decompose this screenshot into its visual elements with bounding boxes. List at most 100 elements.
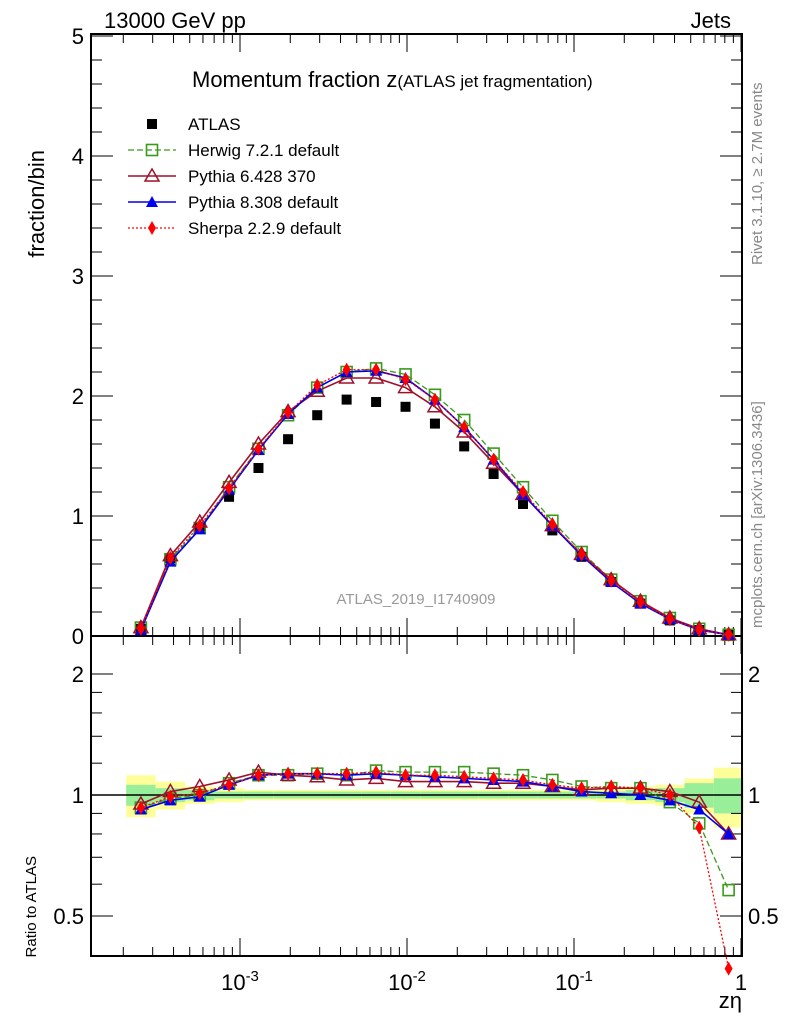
ratio-point-sherpa (460, 769, 469, 784)
legend-label-pythia8: Pythia 8.308 default (188, 193, 339, 212)
main-point-sherpa (254, 441, 263, 456)
ratio-point-sherpa (518, 772, 527, 787)
legend-marker-pythia8 (146, 196, 158, 207)
main-point-sherpa (460, 420, 469, 435)
main-point-atlas (371, 397, 382, 407)
main-point-atlas (517, 499, 528, 509)
x-tick-label: 10-3 (221, 968, 259, 995)
legend-marker-herwig (145, 143, 159, 157)
watermark: ATLAS_2019_I1740909 (336, 591, 495, 608)
main-series-sherpa (136, 362, 733, 642)
header-right: Jets (691, 8, 731, 33)
ratio-point-sherpa (724, 961, 733, 976)
ratio-point-sherpa (695, 820, 704, 835)
ratio-point-sherpa (136, 800, 145, 815)
ratio-y-tick-label-right: 1 (748, 783, 760, 808)
ratio-point-sherpa (607, 779, 616, 794)
ratio-line-sherpa (140, 771, 730, 969)
main-point-sherpa (284, 405, 293, 420)
main-point-sherpa (313, 378, 322, 393)
main-point-pythia6 (426, 398, 444, 413)
ratio-point-sherpa (430, 768, 439, 783)
main-point-atlas (312, 410, 323, 421)
x-axis-label: zη (719, 988, 742, 1013)
side-rivet: Rivet 3.1.10, ≥ 2.7M events (749, 83, 766, 266)
ratio-point-pythia8 (722, 827, 735, 839)
ratio-y-tick-label-left: 2 (72, 662, 84, 687)
ratio-y-tick-label-left: 1 (72, 783, 84, 808)
ratio-point-pythia6 (397, 773, 414, 788)
main-point-atlas (429, 418, 440, 429)
main-point-atlas (283, 434, 294, 445)
main-point-sherpa (136, 621, 145, 636)
main-point-sherpa (430, 392, 439, 407)
ratio-point-sherpa (577, 781, 586, 796)
ratio-point-sherpa (342, 766, 351, 781)
band-green (713, 778, 744, 814)
header-left: 13000 GeV pp (104, 8, 246, 33)
main-point-sherpa (695, 623, 704, 637)
x-tick-label: 1 (735, 970, 747, 995)
ratio-series-sherpa (136, 765, 733, 976)
ratio-point-sherpa (313, 766, 322, 781)
ratio-point-sherpa (372, 765, 381, 780)
ratio-point-sherpa (548, 777, 557, 792)
legend-label-herwig: Herwig 7.2.1 default (188, 141, 339, 160)
main-point-atlas (488, 469, 499, 479)
chart-title: Momentum fraction z(ATLAS jet fragmentat… (192, 67, 593, 92)
main-point-pythia6 (397, 379, 414, 394)
main-point-sherpa (518, 485, 527, 499)
ratio-y-tick-label-left: 0.5 (53, 904, 84, 929)
main-point-atlas (341, 394, 352, 405)
main-point-sherpa (665, 612, 674, 627)
legend-marker-pythia6 (143, 167, 161, 182)
legend-marker-atlas (147, 119, 157, 129)
main-point-sherpa (225, 481, 234, 496)
y-tick-label: 1 (72, 504, 84, 529)
ratio-point-sherpa (401, 768, 410, 783)
y-tick-label: 4 (72, 144, 84, 169)
ratio-point-herwig (722, 883, 735, 897)
ratio-point-sherpa (166, 789, 175, 804)
y-tick-label: 0 (72, 624, 84, 649)
main-ylabel: fraction/bin (24, 150, 49, 258)
main-point-sherpa (607, 573, 616, 588)
main-point-atlas (400, 401, 411, 412)
main-point-sherpa (548, 517, 557, 532)
main-point-sherpa (636, 595, 645, 610)
main-point-sherpa (724, 627, 733, 642)
ratio-point-sherpa (636, 781, 645, 796)
ratio-frame (90, 635, 743, 957)
main-point-sherpa (195, 518, 204, 533)
main-point-sherpa (577, 547, 586, 562)
ratio-point-sherpa (665, 788, 674, 802)
main-point-sherpa (372, 362, 381, 377)
main-point-atlas (459, 441, 470, 452)
ratio-point-sherpa (195, 786, 204, 801)
ratio-y-tick-label-right: 2 (748, 662, 760, 687)
ratio-point-sherpa (284, 766, 293, 781)
chart-title-small: (ATLAS jet fragmentation) (397, 72, 592, 91)
ratio-point-sherpa (225, 777, 234, 792)
legend-label-atlas: ATLAS (188, 115, 241, 134)
ratio-point-sherpa (254, 768, 263, 783)
x-tick-label: 10-1 (555, 968, 593, 995)
legend-label-pythia6: Pythia 6.428 370 (188, 167, 316, 186)
ratio-y-tick-label-right: 0.5 (748, 904, 779, 929)
main-line-pythia6 (140, 377, 729, 636)
y-tick-label: 5 (72, 24, 84, 49)
main-point-atlas (224, 491, 235, 502)
ratio-point-sherpa (489, 771, 498, 786)
main-point-sherpa (342, 362, 351, 377)
main-point-sherpa (489, 452, 498, 467)
ratio-point-pythia8 (693, 803, 706, 815)
legend-marker-sherpa (148, 221, 156, 235)
legend-label-sherpa: Sherpa 2.2.9 default (188, 219, 341, 238)
y-tick-label: 3 (72, 264, 84, 289)
side-mcplots: mcplots.cern.ch [arXiv:1306.3436] (749, 401, 766, 628)
y-tick-label: 2 (72, 384, 84, 409)
chart-title-main: Momentum fraction z (192, 67, 397, 92)
main-point-atlas (253, 463, 264, 473)
main-point-sherpa (166, 551, 175, 565)
